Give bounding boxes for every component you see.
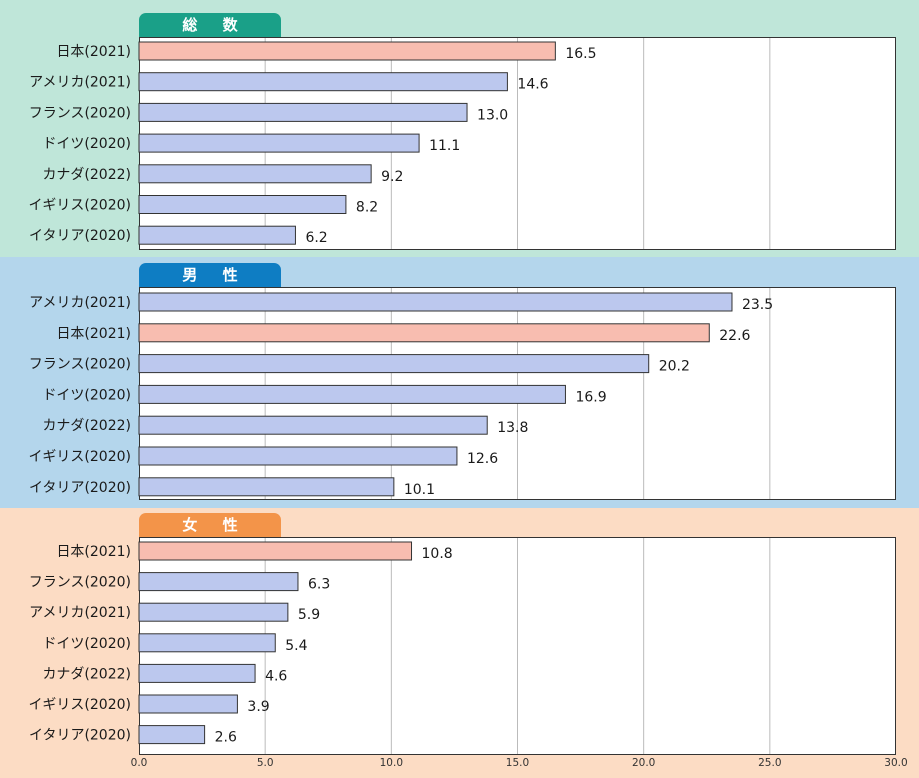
- category-label: イギリス(2020): [28, 697, 131, 713]
- category-label: イタリア(2020): [29, 228, 131, 244]
- bar: [138, 225, 296, 245]
- value-label: 5.9: [298, 607, 320, 623]
- category-label: アメリカ(2021): [29, 295, 131, 311]
- value-label: 14.6: [517, 77, 548, 93]
- tab-total: 総 数: [139, 13, 281, 37]
- x-tick-label: 5.0: [257, 757, 274, 769]
- bar: [138, 195, 347, 214]
- x-tick-label: 30.0: [884, 757, 907, 769]
- category-label: 日本(2021): [56, 544, 131, 560]
- value-label: 16.5: [565, 46, 596, 62]
- x-tick-label: 15.0: [506, 757, 529, 769]
- bar: [138, 415, 488, 435]
- bar: [138, 602, 289, 622]
- x-tick-label: 10.0: [380, 757, 403, 769]
- bar: [138, 292, 733, 312]
- bar: [138, 72, 508, 92]
- bar: [138, 541, 413, 561]
- bar: [138, 694, 238, 714]
- category-label: フランス(2020): [29, 105, 131, 121]
- bar: [138, 725, 206, 745]
- bar: [138, 323, 710, 343]
- value-label: 8.2: [356, 200, 378, 216]
- value-label: 9.2: [381, 169, 403, 185]
- value-label: 3.9: [247, 699, 269, 715]
- category-label: アメリカ(2021): [29, 605, 131, 621]
- bar: [138, 663, 256, 683]
- value-label: 6.3: [308, 577, 330, 593]
- category-label: イタリア(2020): [29, 728, 131, 744]
- value-label: 13.8: [497, 420, 528, 436]
- category-label: フランス(2020): [29, 357, 131, 373]
- category-label: 日本(2021): [56, 326, 131, 342]
- value-label: 12.6: [467, 451, 498, 467]
- category-label: カナダ(2022): [42, 167, 131, 183]
- category-label: イギリス(2020): [28, 198, 131, 214]
- bar: [138, 164, 372, 184]
- value-label: 6.2: [305, 230, 327, 246]
- category-label: ドイツ(2020): [42, 636, 131, 652]
- x-tick-label: 0.0: [131, 757, 148, 769]
- x-tick-label: 25.0: [758, 757, 781, 769]
- bar: [138, 477, 395, 497]
- bar: [138, 384, 566, 404]
- value-label: 10.8: [422, 546, 453, 562]
- value-label: 10.1: [404, 482, 435, 498]
- bar: [138, 133, 420, 153]
- category-label: イギリス(2020): [28, 449, 131, 465]
- bar: [138, 633, 276, 653]
- tab-female: 女 性: [139, 513, 281, 537]
- category-label: ドイツ(2020): [42, 387, 131, 403]
- category-label: 日本(2021): [56, 44, 131, 60]
- value-label: 4.6: [265, 668, 287, 684]
- value-label: 13.0: [477, 107, 508, 123]
- bar: [138, 354, 650, 374]
- bar: [138, 446, 458, 466]
- value-label: 5.4: [285, 638, 307, 654]
- category-label: ドイツ(2020): [42, 136, 131, 152]
- category-label: カナダ(2022): [42, 666, 131, 682]
- category-label: フランス(2020): [29, 575, 131, 591]
- category-label: カナダ(2022): [42, 418, 131, 434]
- category-label: アメリカ(2021): [29, 75, 131, 91]
- value-label: 2.6: [215, 730, 237, 746]
- value-label: 11.1: [429, 138, 460, 154]
- bar: [138, 102, 468, 122]
- value-label: 20.2: [659, 359, 690, 375]
- value-label: 22.6: [719, 328, 750, 344]
- tab-male: 男 性: [139, 263, 281, 287]
- category-label: イタリア(2020): [29, 480, 131, 496]
- bar: [138, 41, 556, 61]
- value-label: 23.5: [742, 297, 773, 313]
- x-tick-label: 20.0: [632, 757, 655, 769]
- value-label: 16.9: [575, 389, 606, 405]
- bar: [138, 572, 299, 592]
